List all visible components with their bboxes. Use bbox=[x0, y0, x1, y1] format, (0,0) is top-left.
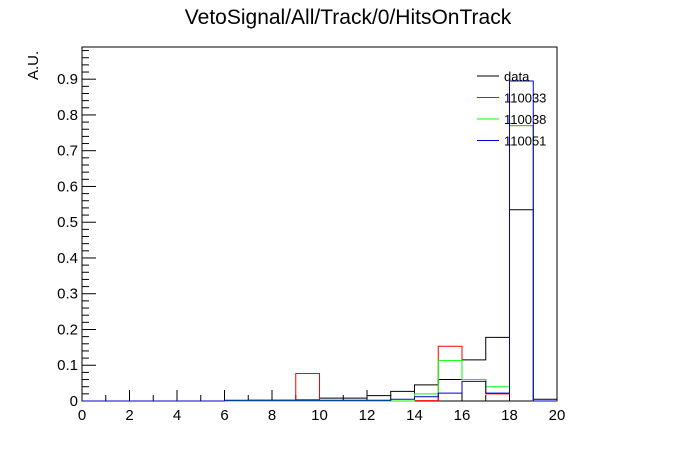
y-tick-label: 0.4 bbox=[57, 250, 78, 267]
y-tick-label: 0.6 bbox=[57, 178, 78, 195]
y-tick-label: 0.9 bbox=[57, 71, 78, 88]
y-tick-label: 0.3 bbox=[57, 286, 78, 303]
x-tick-label: 8 bbox=[268, 407, 276, 424]
x-tick-label: 12 bbox=[359, 407, 376, 424]
histogram-series bbox=[82, 80, 558, 402]
legend-label-data: data bbox=[504, 69, 530, 84]
x-tick-label: 10 bbox=[311, 407, 328, 424]
x-tick-label: 4 bbox=[173, 407, 181, 424]
legend-label-110033: 110033 bbox=[504, 91, 546, 106]
legend-label-110038: 110038 bbox=[504, 112, 546, 127]
axis-tick-labels: 0 2 4 6 8 10 12 14 16 18 20 0 0.1 0.2 0.3 0.4 0.5 0.6 0.7 0… bbox=[57, 71, 565, 424]
x-tick-label: 0 bbox=[78, 407, 86, 424]
x-tick-label: 14 bbox=[406, 407, 423, 424]
x-tick-label: 18 bbox=[501, 407, 518, 424]
series-data-step-line bbox=[82, 209, 558, 402]
legend: data 110033 110038 110051 bbox=[477, 69, 546, 149]
y-tick-label: 0 bbox=[70, 393, 78, 410]
series-110051-step-line bbox=[82, 80, 557, 402]
y-tick-label: 0.1 bbox=[57, 357, 78, 374]
y-tick-label: 0.5 bbox=[57, 214, 78, 231]
chart-title: VetoSignal/All/Track/0/HitsOnTrack bbox=[185, 6, 512, 29]
y-tick-label: 0.8 bbox=[57, 107, 78, 124]
y-axis-label: A.U. bbox=[25, 51, 42, 80]
legend-label-110051: 110051 bbox=[504, 134, 546, 149]
x-tick-label: 6 bbox=[220, 407, 228, 424]
x-tick-label: 2 bbox=[125, 407, 133, 424]
x-tick-label: 16 bbox=[454, 407, 471, 424]
x-tick-label: 20 bbox=[549, 407, 566, 424]
y-tick-label: 0.2 bbox=[57, 321, 78, 338]
y-tick-label: 0.7 bbox=[57, 143, 78, 160]
